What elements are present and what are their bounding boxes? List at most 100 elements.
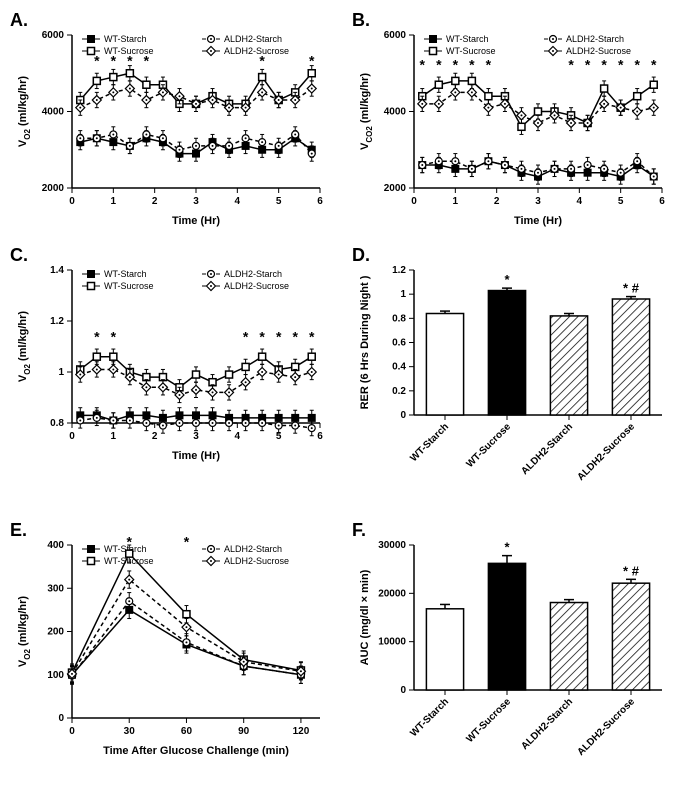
panel-B-label: B.: [352, 10, 370, 31]
svg-text:*: *: [504, 540, 510, 555]
svg-text:6: 6: [317, 431, 323, 442]
svg-text:0: 0: [411, 196, 417, 207]
svg-text:300: 300: [47, 583, 64, 594]
svg-text:WT-Starch: WT-Starch: [446, 34, 489, 44]
svg-text:*: *: [651, 56, 657, 72]
svg-text:*: *: [469, 56, 475, 72]
panel-F-label: F.: [352, 520, 366, 541]
svg-text:3: 3: [193, 196, 199, 207]
svg-text:*: *: [585, 56, 591, 72]
svg-text:3: 3: [193, 431, 199, 442]
svg-text:*: *: [127, 53, 133, 69]
svg-text:WT-Sucrose: WT-Sucrose: [104, 281, 154, 291]
svg-text:WT-Sucrose: WT-Sucrose: [464, 696, 513, 745]
svg-text:AUC (mg/dl × min): AUC (mg/dl × min): [359, 569, 371, 665]
svg-text:*: *: [276, 328, 282, 344]
svg-text:2000: 2000: [42, 183, 65, 194]
svg-text:30000: 30000: [378, 540, 406, 551]
svg-text:* #: * #: [623, 563, 640, 578]
svg-text:30: 30: [124, 726, 136, 737]
svg-text:ALDH2-Sucrose: ALDH2-Sucrose: [576, 696, 638, 758]
svg-text:*: *: [259, 53, 265, 69]
svg-text:WT-Starch: WT-Starch: [408, 696, 451, 739]
panel-B: B. 0123456200040006000Time (Hr)VCO2 (ml/…: [352, 10, 674, 235]
svg-text:20000: 20000: [378, 588, 406, 599]
svg-text:0: 0: [69, 196, 75, 207]
svg-text:0.8: 0.8: [392, 313, 406, 324]
svg-text:*: *: [111, 328, 117, 344]
svg-text:RER (6 Hrs During Night ): RER (6 Hrs During Night ): [359, 275, 371, 409]
svg-text:*: *: [144, 53, 150, 69]
svg-text:0.4: 0.4: [392, 362, 406, 373]
figure-grid: A. 0123456200040006000Time (Hr)VO2 (ml/k…: [10, 10, 674, 785]
panel-D: D. 00.20.40.60.811.2RER (6 Hrs During Ni…: [352, 245, 674, 510]
panel-F: F. 0100002000030000AUC (mg/dl × min)WT-S…: [352, 520, 674, 785]
svg-text:*: *: [618, 56, 624, 72]
svg-text:5: 5: [276, 196, 282, 207]
svg-text:0: 0: [58, 713, 64, 724]
svg-text:10000: 10000: [378, 637, 406, 648]
svg-text:VCO2 (ml/kg/hr): VCO2 (ml/kg/hr): [359, 73, 374, 150]
svg-text:6: 6: [659, 196, 665, 207]
svg-text:Time (Hr): Time (Hr): [172, 215, 220, 227]
svg-text:ALDH2-Sucrose: ALDH2-Sucrose: [576, 421, 638, 483]
svg-text:*: *: [259, 328, 265, 344]
svg-text:ALDH2-Starch: ALDH2-Starch: [224, 544, 282, 554]
svg-text:*: *: [243, 328, 249, 344]
panel-D-label: D.: [352, 245, 370, 266]
svg-text:ALDH2-Sucrose: ALDH2-Sucrose: [224, 556, 289, 566]
svg-text:0.6: 0.6: [392, 338, 406, 349]
svg-text:WT-Starch: WT-Starch: [104, 269, 147, 279]
svg-text:ALDH2-Starch: ALDH2-Starch: [224, 269, 282, 279]
panel-E-label: E.: [10, 520, 27, 541]
svg-text:Time After Glucose Challenge (: Time After Glucose Challenge (min): [103, 745, 289, 757]
svg-text:ALDH2-Sucrose: ALDH2-Sucrose: [224, 46, 289, 56]
svg-text:0: 0: [400, 410, 406, 421]
svg-text:1.4: 1.4: [50, 265, 64, 276]
svg-text:VO2 (ml/kg/hr): VO2 (ml/kg/hr): [17, 76, 32, 148]
svg-text:ALDH2-Starch: ALDH2-Starch: [224, 34, 282, 44]
svg-text:4000: 4000: [384, 107, 407, 118]
chart-F: 0100002000030000AUC (mg/dl × min)WT-Star…: [352, 520, 672, 780]
svg-text:Time (Hr): Time (Hr): [172, 450, 220, 462]
svg-text:4000: 4000: [42, 107, 65, 118]
svg-text:4: 4: [235, 431, 241, 442]
chart-B: 0123456200040006000Time (Hr)VCO2 (ml/kg/…: [352, 10, 672, 230]
svg-text:1.2: 1.2: [50, 316, 64, 327]
svg-text:60: 60: [181, 726, 193, 737]
svg-text:4: 4: [577, 196, 583, 207]
panel-A: A. 0123456200040006000Time (Hr)VO2 (ml/k…: [10, 10, 332, 235]
chart-C: 01234560.811.21.4Time (Hr)VO2 (ml/kg/hr)…: [10, 245, 330, 465]
svg-text:ALDH2-Starch: ALDH2-Starch: [566, 34, 624, 44]
svg-text:WT-Starch: WT-Starch: [408, 421, 451, 464]
svg-text:WT-Sucrose: WT-Sucrose: [446, 46, 496, 56]
svg-text:1: 1: [453, 196, 459, 207]
svg-text:1: 1: [58, 367, 64, 378]
chart-A: 0123456200040006000Time (Hr)VO2 (ml/kg/h…: [10, 10, 330, 230]
svg-text:*: *: [634, 56, 640, 72]
svg-text:ALDH2-Starch: ALDH2-Starch: [519, 421, 575, 477]
chart-E: 03060901200100200300400Time After Glucos…: [10, 520, 330, 760]
svg-text:*: *: [309, 328, 315, 344]
svg-text:VO2 (ml/kg/hr): VO2 (ml/kg/hr): [17, 596, 32, 668]
svg-text:0.8: 0.8: [50, 418, 64, 429]
svg-text:ALDH2-Starch: ALDH2-Starch: [519, 696, 575, 752]
svg-text:200: 200: [47, 627, 64, 638]
panel-E: E. 03060901200100200300400Time After Glu…: [10, 520, 332, 785]
svg-text:*: *: [436, 56, 442, 72]
svg-text:1.2: 1.2: [392, 265, 406, 276]
svg-text:6: 6: [317, 196, 323, 207]
svg-text:*: *: [453, 56, 459, 72]
svg-text:1: 1: [111, 196, 117, 207]
svg-text:0: 0: [69, 726, 75, 737]
svg-text:1: 1: [111, 431, 117, 442]
svg-text:*: *: [420, 56, 426, 72]
svg-text:3: 3: [535, 196, 541, 207]
svg-text:120: 120: [293, 726, 310, 737]
svg-text:6000: 6000: [384, 30, 407, 41]
svg-text:*: *: [504, 272, 510, 287]
svg-text:4: 4: [235, 196, 241, 207]
svg-text:*: *: [127, 533, 133, 549]
svg-text:400: 400: [47, 540, 64, 551]
svg-text:*: *: [111, 53, 117, 69]
